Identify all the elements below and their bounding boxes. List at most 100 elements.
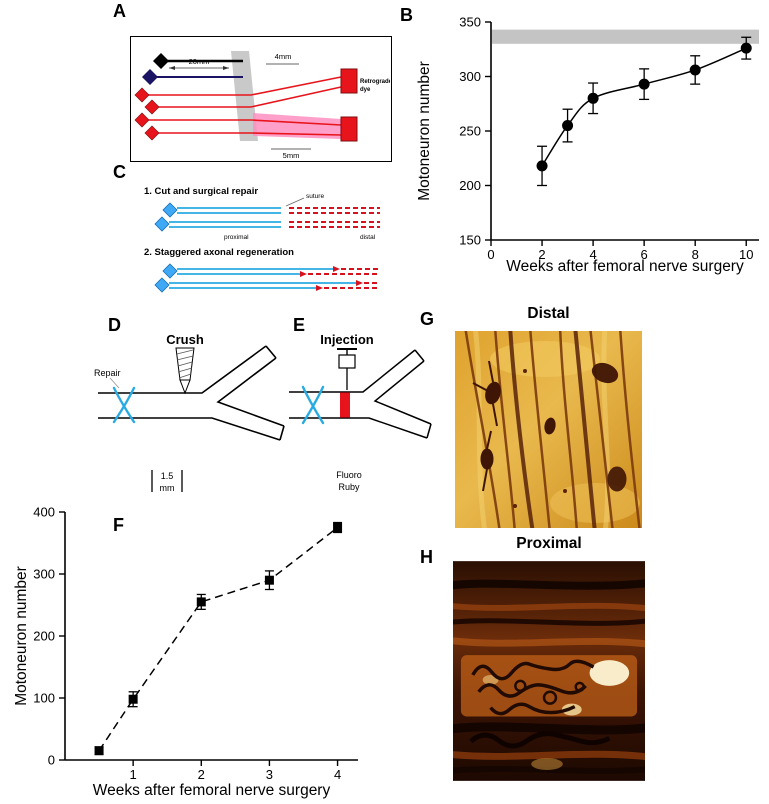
panel-e-schematic: Injection Fluoro Ruby (285, 330, 435, 510)
dim-20mm-label: 20mm (189, 57, 210, 66)
y-axis-label: Motoneuron number (416, 61, 433, 201)
y-axis-label: Motoneuron number (14, 566, 30, 706)
debris-dots (513, 369, 567, 508)
x-tick-label: 3 (266, 767, 273, 782)
data-point (587, 92, 599, 104)
panel-f-chart: 0 100 200 300 400 1 2 3 4 Weeks after femoral ner… (14, 502, 366, 802)
dim-4mm-label: 4mm (275, 52, 292, 61)
proximal-title: Proximal (516, 535, 582, 552)
bright-patch (490, 341, 600, 377)
data-point (196, 597, 206, 607)
y-tick-label: 300 (459, 69, 481, 84)
nerve-cuff-band (231, 51, 258, 141)
panel-a-label: A (113, 1, 126, 21)
syringe (337, 348, 357, 390)
dark-fibers (508, 331, 597, 528)
panel-e-label: E (293, 315, 306, 335)
distal-micrograph-art (455, 331, 642, 528)
data-point (94, 746, 104, 756)
distal-sheaths (308, 268, 380, 289)
panel-e-drawing: Injection Fluoro Ruby (289, 332, 432, 492)
motoneuron-diamond (154, 277, 170, 293)
data-point (333, 523, 343, 532)
data-point (689, 64, 701, 76)
distal-label: distal (360, 234, 376, 241)
retrograde-dye-block-top (340, 68, 358, 94)
y-tick-label: 200 (459, 178, 481, 193)
panel-f-label: F (113, 515, 124, 535)
motoneuron-diamonds-red (134, 87, 160, 141)
fluoro-ruby-band (340, 392, 350, 418)
panel-c-label: C (113, 162, 126, 182)
motoneuron-diamond (162, 263, 178, 279)
x-tick-label: 4 (589, 247, 596, 262)
y-tick-label: 350 (459, 15, 481, 30)
panel-g-label: G (420, 309, 435, 329)
motoneuron-diamond (154, 216, 170, 232)
axon-squiggles (471, 659, 595, 716)
regenerating-axons (169, 268, 356, 289)
series-line (98, 526, 339, 752)
axons-red (147, 76, 342, 136)
bright-patch (550, 483, 640, 523)
dim-5mm-label: 5mm (283, 151, 300, 160)
bright-spot (589, 660, 630, 686)
panel-d-drawing: Crush Repair (94, 332, 285, 493)
repair-label: Repair (94, 368, 121, 378)
y-tick-label: 400 (33, 505, 55, 520)
panel-d-label: D (108, 315, 121, 335)
crush-tool-hatch (176, 349, 194, 379)
x-tick-label: 4 (334, 767, 341, 782)
y-tick-label: 250 (459, 124, 481, 139)
repair-pointer (109, 377, 120, 389)
injection-label: Injection (320, 332, 374, 347)
labeled-branch-highlight (253, 113, 341, 139)
suture-label: suture (306, 193, 324, 200)
panel-a-drawing: 20mm 4mm 5mm Retrograde dye (134, 51, 390, 160)
data-point (264, 575, 274, 585)
x-axis-label: Weeks after femoral nerve surgery (506, 258, 744, 275)
step1-heading: 1. Cut and surgical repair (144, 186, 258, 197)
repair-suture-x (112, 386, 136, 424)
panel-h-label: H (420, 547, 433, 567)
retrograde-dye-label-line2: dye (360, 87, 371, 93)
panel-c-schematic: 1. Cut and surgical repair suture proxim… (128, 183, 390, 305)
proximal-label: proximal (224, 234, 249, 241)
motoneuron-diamond-navy (142, 69, 158, 85)
stained-neurons (472, 360, 627, 492)
fluoro-label-line1: Fluoro (336, 470, 362, 480)
crush-tool-tip (179, 379, 191, 395)
motoneuron-diamond-black (153, 53, 169, 69)
data-point (562, 120, 574, 132)
y-tick-label: 0 (48, 753, 55, 768)
data-point (740, 42, 752, 54)
data-point (638, 78, 650, 90)
nerve-outline (289, 349, 432, 439)
x-tick-label: 10 (739, 247, 753, 262)
y-tick-label: 100 (33, 691, 55, 706)
x-tick-label: 6 (641, 247, 648, 262)
x-tick-label: 0 (487, 247, 494, 262)
motoneuron-diamond (162, 202, 178, 218)
proximal-micrograph (453, 560, 645, 782)
repair-suture-x (301, 385, 325, 425)
distal-stumps (289, 207, 380, 228)
data-point (536, 160, 548, 172)
step2-heading: 2. Staggered axonal regeneration (144, 247, 294, 258)
suture-pointer (285, 197, 305, 207)
bright-spot (531, 758, 563, 770)
x-tick-label: 8 (692, 247, 699, 262)
proximal-axons (169, 207, 281, 228)
panel-a-schematic: 20mm 4mm 5mm Retrograde dye (130, 36, 392, 162)
distal-micrograph (455, 331, 642, 528)
fit-curve (541, 47, 747, 167)
stained-fibers (464, 331, 641, 528)
light-fibers (473, 331, 611, 528)
tissue-bands (453, 579, 645, 774)
distal-title: Distal (527, 305, 570, 322)
y-tick-label: 300 (33, 567, 55, 582)
panel-b-chart: 150 200 250 300 350 0 2 4 6 8 10 Weeks after femora… (413, 2, 769, 277)
x-tick-label: 2 (198, 767, 205, 782)
